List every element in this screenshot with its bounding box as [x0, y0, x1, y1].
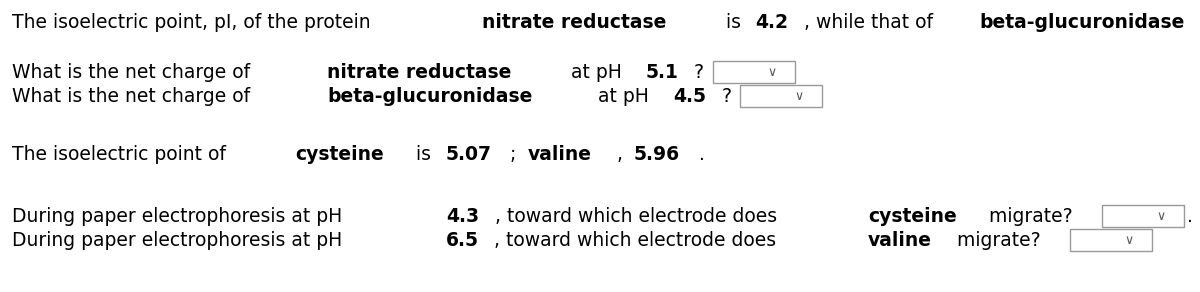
Text: nitrate reductase: nitrate reductase	[482, 13, 667, 32]
Text: ?: ?	[689, 62, 704, 81]
Text: 4.2: 4.2	[755, 13, 788, 32]
Text: ∨: ∨	[1124, 234, 1134, 246]
Text: cysteine: cysteine	[868, 206, 956, 225]
Text: 4.5: 4.5	[673, 86, 706, 105]
Text: What is the net charge of: What is the net charge of	[12, 62, 256, 81]
Text: .: .	[694, 145, 706, 164]
Text: beta-glucuronidase: beta-glucuronidase	[326, 86, 533, 105]
Text: migrate?: migrate?	[950, 230, 1040, 249]
Text: The isoelectric point of: The isoelectric point of	[12, 145, 232, 164]
Bar	[1103, 205, 1184, 227]
Text: During paper electrophoresis at pH: During paper electrophoresis at pH	[12, 206, 348, 225]
Text: ∨: ∨	[794, 90, 804, 102]
Text: , while that of: , while that of	[798, 13, 938, 32]
Text: at pH: at pH	[565, 62, 628, 81]
Text: at pH: at pH	[592, 86, 655, 105]
Text: 5.1: 5.1	[646, 62, 679, 81]
Text: What is the net charge of: What is the net charge of	[12, 86, 256, 105]
Text: During paper electrophoresis at pH: During paper electrophoresis at pH	[12, 230, 348, 249]
Text: valine: valine	[868, 230, 932, 249]
Text: ,: ,	[611, 145, 629, 164]
Bar	[1070, 229, 1152, 251]
Text: is: is	[720, 13, 748, 32]
Text: 4.3: 4.3	[446, 206, 479, 225]
Text: , toward which electrode does: , toward which electrode does	[488, 206, 782, 225]
Text: valine: valine	[528, 145, 592, 164]
Text: The isoelectric point, pI, of the protein: The isoelectric point, pI, of the protei…	[12, 13, 377, 32]
Text: is: is	[410, 145, 437, 164]
Text: ∨: ∨	[768, 65, 776, 79]
Text: ?: ?	[715, 86, 732, 105]
Text: beta-glucuronidase: beta-glucuronidase	[979, 13, 1186, 32]
Bar	[740, 85, 822, 107]
Text: migrate?: migrate?	[983, 206, 1073, 225]
Text: ∨: ∨	[1157, 209, 1166, 223]
Text: cysteine: cysteine	[295, 145, 384, 164]
Text: ;: ;	[504, 145, 523, 164]
Text: .: .	[1187, 206, 1193, 225]
Text: nitrate reductase: nitrate reductase	[326, 62, 511, 81]
Bar	[713, 61, 796, 83]
Text: , toward which electrode does: , toward which electrode does	[488, 230, 782, 249]
Text: 5.07: 5.07	[445, 145, 491, 164]
Text: 6.5: 6.5	[446, 230, 479, 249]
Text: 5.96: 5.96	[634, 145, 680, 164]
